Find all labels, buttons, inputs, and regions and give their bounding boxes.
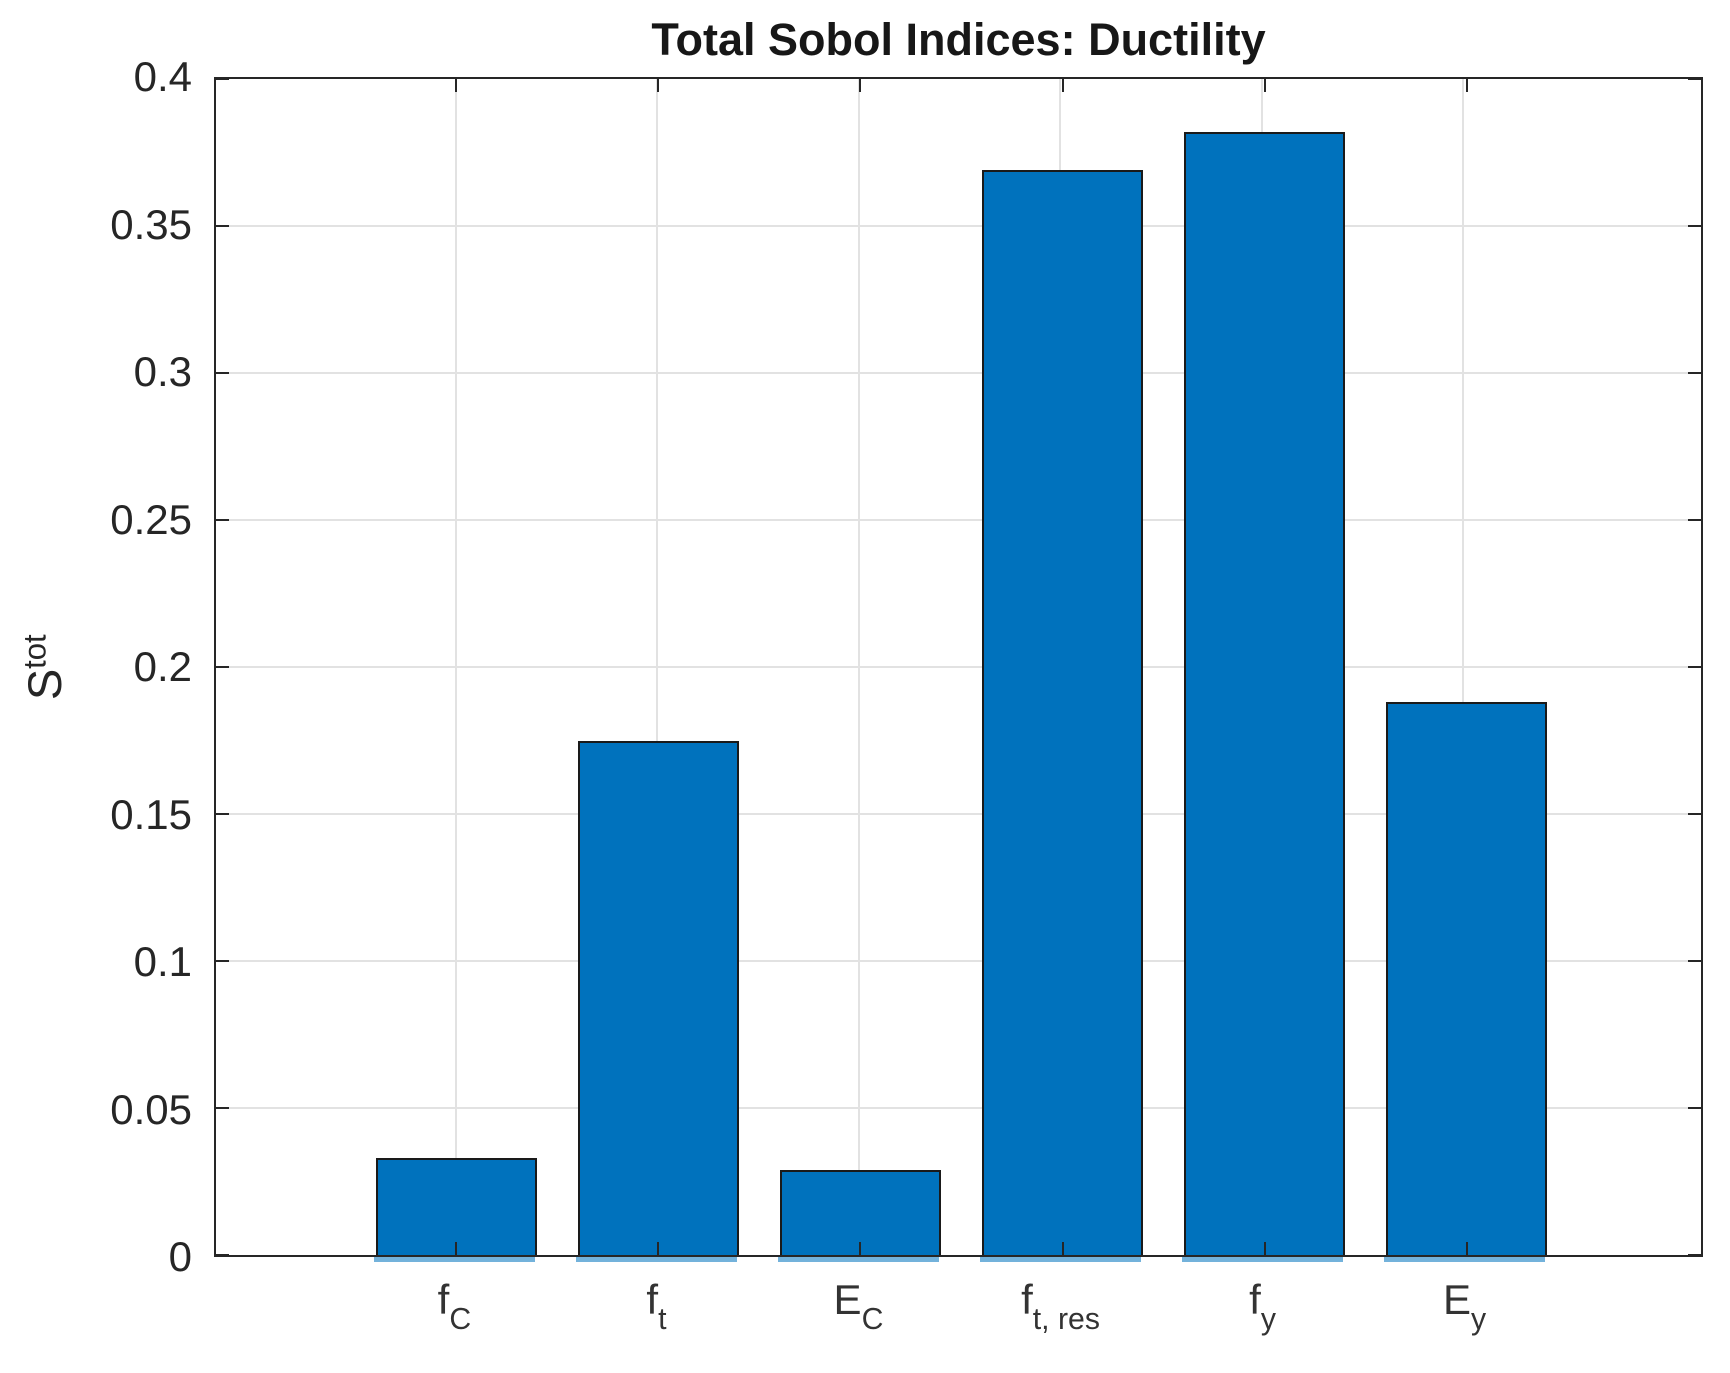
x-tick-label: fy bbox=[1249, 1279, 1276, 1335]
x-tick-label-subscript: y bbox=[1260, 1303, 1276, 1337]
y-tick-mark bbox=[1688, 225, 1701, 227]
y-tick-mark bbox=[1688, 666, 1701, 668]
bar bbox=[577, 740, 740, 1255]
x-tick-mark bbox=[1263, 79, 1266, 92]
x-tick-label-base: f bbox=[646, 1276, 659, 1323]
y-tick-label: 0.35 bbox=[110, 200, 192, 248]
plot-area bbox=[214, 77, 1703, 1257]
x-tick-mark bbox=[1061, 1242, 1064, 1255]
x-tick-label-base: E bbox=[1443, 1276, 1472, 1323]
y-tick-mark bbox=[1688, 1107, 1701, 1109]
bar-baseline-shade bbox=[979, 1257, 1142, 1262]
x-tick-mark bbox=[1263, 1242, 1266, 1255]
y-axis-tick-labels: 0 0.05 0.1 0.15 0.2 0.25 0.3 0.35 0.4 bbox=[0, 56, 214, 1278]
bar-baseline-shade bbox=[373, 1257, 536, 1262]
bar bbox=[1385, 702, 1548, 1255]
x-tick-label-subscript: t, res bbox=[1032, 1303, 1100, 1337]
bar-baseline-shade bbox=[1383, 1257, 1546, 1262]
bar-baseline-shade bbox=[777, 1257, 940, 1262]
bar bbox=[1183, 131, 1346, 1255]
bar-baseline-shade bbox=[1181, 1257, 1344, 1262]
x-tick-label-base: f bbox=[1021, 1276, 1033, 1323]
y-tick-label: 0 bbox=[168, 1233, 192, 1280]
x-axis-tick-labels: fC ft EC ft, res fy Ey bbox=[214, 1279, 1703, 1369]
bar bbox=[981, 170, 1144, 1255]
y-tick-mark bbox=[216, 960, 229, 962]
y-tick-mark bbox=[1688, 519, 1701, 521]
x-tick-label-subscript: C bbox=[861, 1303, 884, 1337]
bar bbox=[375, 1157, 538, 1255]
x-tick-label: ft bbox=[646, 1279, 666, 1335]
y-tick-mark bbox=[216, 1254, 229, 1256]
y-tick-mark bbox=[216, 372, 229, 374]
horizontal-gridline bbox=[216, 666, 1701, 668]
y-tick-label: 0.1 bbox=[133, 938, 192, 985]
x-tick-label-subscript: y bbox=[1471, 1303, 1487, 1337]
y-tick-mark bbox=[216, 1107, 229, 1109]
x-tick-label-base: f bbox=[1249, 1276, 1261, 1323]
x-tick-label: EC bbox=[834, 1279, 884, 1335]
y-tick-mark bbox=[1688, 1254, 1701, 1256]
x-tick-mark bbox=[1465, 79, 1468, 92]
x-tick-mark bbox=[859, 79, 862, 92]
x-tick-label: Ey bbox=[1443, 1279, 1486, 1335]
x-tick-mark bbox=[455, 79, 458, 92]
chart-title: Total Sobol Indices: Ductility bbox=[651, 14, 1266, 65]
y-tick-mark bbox=[216, 813, 229, 815]
x-tick-label: ft, res bbox=[1021, 1279, 1100, 1335]
y-tick-label: 0.4 bbox=[133, 53, 192, 100]
y-tick-mark bbox=[1688, 372, 1701, 374]
y-tick-mark bbox=[1688, 813, 1701, 815]
horizontal-gridline bbox=[216, 225, 1701, 227]
y-tick-mark bbox=[1688, 78, 1701, 80]
x-tick-mark bbox=[657, 79, 660, 92]
y-tick-label: 0.2 bbox=[133, 643, 192, 690]
x-tick-label: fC bbox=[438, 1279, 472, 1335]
y-tick-mark bbox=[1688, 960, 1701, 962]
x-tick-mark bbox=[657, 1242, 660, 1255]
x-tick-mark bbox=[455, 1242, 458, 1255]
bar-baseline-shade bbox=[575, 1257, 738, 1262]
y-tick-mark bbox=[216, 519, 229, 521]
x-tick-mark bbox=[1465, 1242, 1468, 1255]
y-tick-label: 0.05 bbox=[110, 1085, 192, 1133]
horizontal-gridline bbox=[216, 519, 1701, 521]
horizontal-gridline bbox=[216, 372, 1701, 374]
y-tick-label: 0.25 bbox=[110, 495, 192, 543]
y-tick-mark bbox=[216, 78, 229, 80]
x-tick-mark bbox=[859, 1242, 862, 1255]
x-tick-label-subscript: t bbox=[658, 1303, 667, 1337]
y-tick-mark bbox=[216, 225, 229, 227]
y-tick-label: 0.3 bbox=[133, 348, 192, 395]
y-tick-label: 0.15 bbox=[110, 790, 192, 838]
x-tick-mark bbox=[1061, 79, 1064, 92]
bar bbox=[779, 1169, 942, 1255]
x-tick-label-subscript: C bbox=[449, 1303, 472, 1337]
y-tick-mark bbox=[216, 666, 229, 668]
x-tick-label-base: f bbox=[437, 1276, 450, 1323]
horizontal-gridline bbox=[216, 1107, 1701, 1109]
horizontal-gridline bbox=[216, 960, 1701, 962]
x-tick-label-base: E bbox=[833, 1276, 862, 1323]
horizontal-gridline bbox=[216, 813, 1701, 815]
